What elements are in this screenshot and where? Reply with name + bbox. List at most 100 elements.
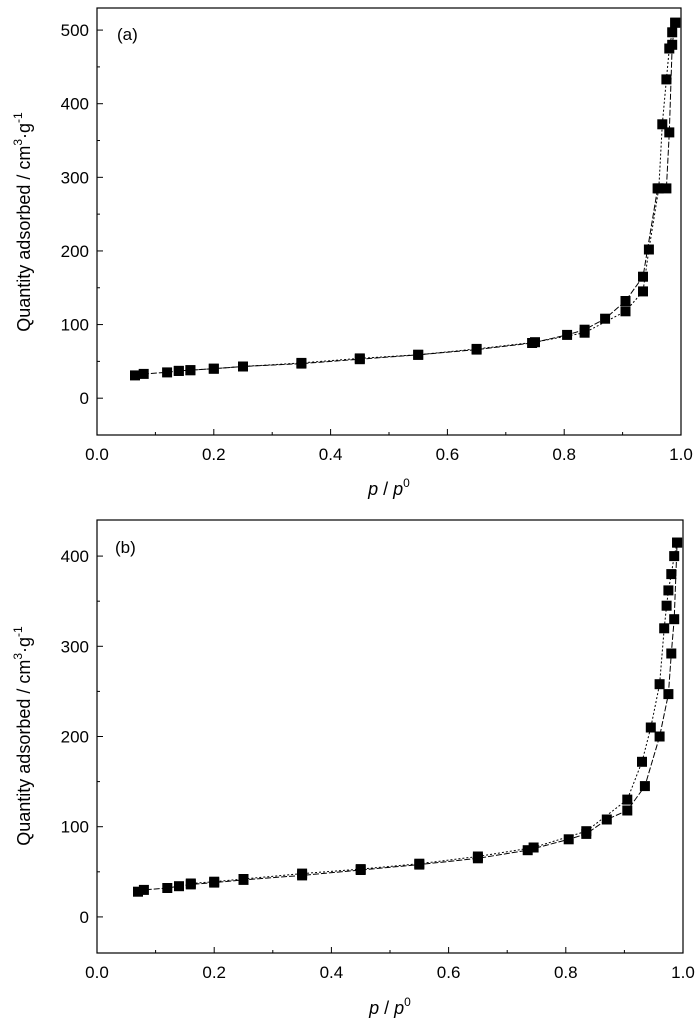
x-tick-label: 0.6 xyxy=(436,445,460,464)
data-point xyxy=(355,864,366,875)
data-point xyxy=(645,722,656,733)
series-layer xyxy=(130,17,681,381)
data-point xyxy=(669,551,680,562)
series-line-1 xyxy=(134,22,676,376)
data-point xyxy=(654,731,665,742)
y-tick-layer: 0 100 200 300 400 xyxy=(61,547,103,927)
data-point xyxy=(296,357,307,368)
plot-frame xyxy=(96,519,684,954)
x-tick-label: 0.8 xyxy=(554,963,578,982)
y-tick-label: 300 xyxy=(61,168,89,187)
data-point xyxy=(622,794,633,805)
data-point xyxy=(653,183,664,194)
x-tick-label: 0.2 xyxy=(202,445,226,464)
y-tick-label: 400 xyxy=(61,547,89,566)
data-point xyxy=(643,244,654,255)
x-tick-label: 1.0 xyxy=(669,445,693,464)
data-point xyxy=(413,349,424,360)
data-point xyxy=(620,296,631,306)
data-point xyxy=(657,119,668,130)
x-tick-label: 0.6 xyxy=(437,963,461,982)
x-tick-label: 0.2 xyxy=(202,963,226,982)
data-point xyxy=(664,43,675,54)
data-point xyxy=(620,306,631,317)
x-tick-label: 0.0 xyxy=(85,445,109,464)
y-tick-label: 200 xyxy=(61,242,89,261)
data-point xyxy=(639,781,650,792)
data-point xyxy=(622,805,633,816)
panel-label: (a) xyxy=(117,25,138,44)
x-tick-layer: 0.0 0.2 0.4 0.6 0.8 1.0 xyxy=(85,429,693,464)
data-point xyxy=(472,851,483,862)
chart-panel-b: 0.0 0.2 0.4 0.6 0.8 1.0 0 100 200 300 400 (b) p /… xyxy=(11,519,695,1018)
data-point xyxy=(666,569,677,580)
y-axis-title: Quantity adsorbed / cm3·g-1 xyxy=(11,626,34,846)
data-point xyxy=(562,329,573,340)
data-point xyxy=(661,183,672,194)
data-point xyxy=(600,313,611,324)
data-point xyxy=(297,868,308,879)
y-tick-label: 500 xyxy=(61,21,89,40)
data-point xyxy=(664,127,675,138)
y-tick-label: 400 xyxy=(61,95,89,114)
x-tick-label: 0.4 xyxy=(320,963,344,982)
series-line-2 xyxy=(190,542,678,884)
data-point xyxy=(672,537,683,548)
data-point xyxy=(667,27,678,38)
panel-label: (b) xyxy=(115,538,136,557)
data-point xyxy=(663,585,674,596)
data-point xyxy=(173,365,184,376)
y-tick-layer: 0 100 200 300 400 500 xyxy=(61,21,103,408)
data-point xyxy=(670,17,681,28)
y-tick-label: 300 xyxy=(61,637,89,656)
data-point xyxy=(666,648,677,659)
x-axis-title: p / p0 xyxy=(367,476,410,499)
y-tick-label: 100 xyxy=(61,316,89,335)
data-point xyxy=(663,689,674,700)
data-point xyxy=(208,363,219,374)
data-point xyxy=(530,337,540,348)
data-point xyxy=(133,886,143,897)
y-tick-label: 0 xyxy=(80,389,89,408)
data-point xyxy=(162,367,173,378)
data-point xyxy=(138,884,149,895)
data-point xyxy=(185,878,196,889)
data-point xyxy=(354,353,365,364)
data-point xyxy=(669,614,680,625)
data-point xyxy=(174,881,184,892)
data-point xyxy=(209,876,220,887)
data-point xyxy=(601,814,612,825)
data-point xyxy=(471,343,482,354)
y-tick-label: 200 xyxy=(61,728,89,747)
x-axis-title: p / p0 xyxy=(368,995,411,1018)
x-tick-layer: 0.0 0.2 0.4 0.6 0.8 1.0 xyxy=(85,947,695,982)
data-point xyxy=(563,834,574,845)
x-tick-label: 0.4 xyxy=(319,445,343,464)
series-layer xyxy=(133,537,683,897)
data-point xyxy=(414,858,425,869)
data-point xyxy=(528,842,539,853)
data-point xyxy=(522,845,533,856)
data-point xyxy=(185,365,196,376)
data-point xyxy=(579,327,590,338)
data-point xyxy=(130,370,140,381)
data-point xyxy=(162,883,173,893)
data-point xyxy=(659,623,670,634)
x-tick-label: 0.8 xyxy=(552,445,576,464)
x-tick-label: 1.0 xyxy=(671,963,695,982)
data-point xyxy=(661,600,672,611)
y-tick-label: 100 xyxy=(61,818,89,837)
data-point xyxy=(238,361,248,372)
x-tick-label: 0.0 xyxy=(85,963,109,982)
data-point xyxy=(138,368,149,379)
series-line-1 xyxy=(137,542,678,893)
y-axis-title: Quantity adsorbed / cm3·g-1 xyxy=(11,112,34,332)
data-point xyxy=(638,271,648,282)
y-tick-label: 0 xyxy=(80,908,89,927)
data-point xyxy=(581,826,592,837)
data-point xyxy=(637,756,647,767)
data-point xyxy=(638,286,648,297)
data-point xyxy=(661,74,672,85)
